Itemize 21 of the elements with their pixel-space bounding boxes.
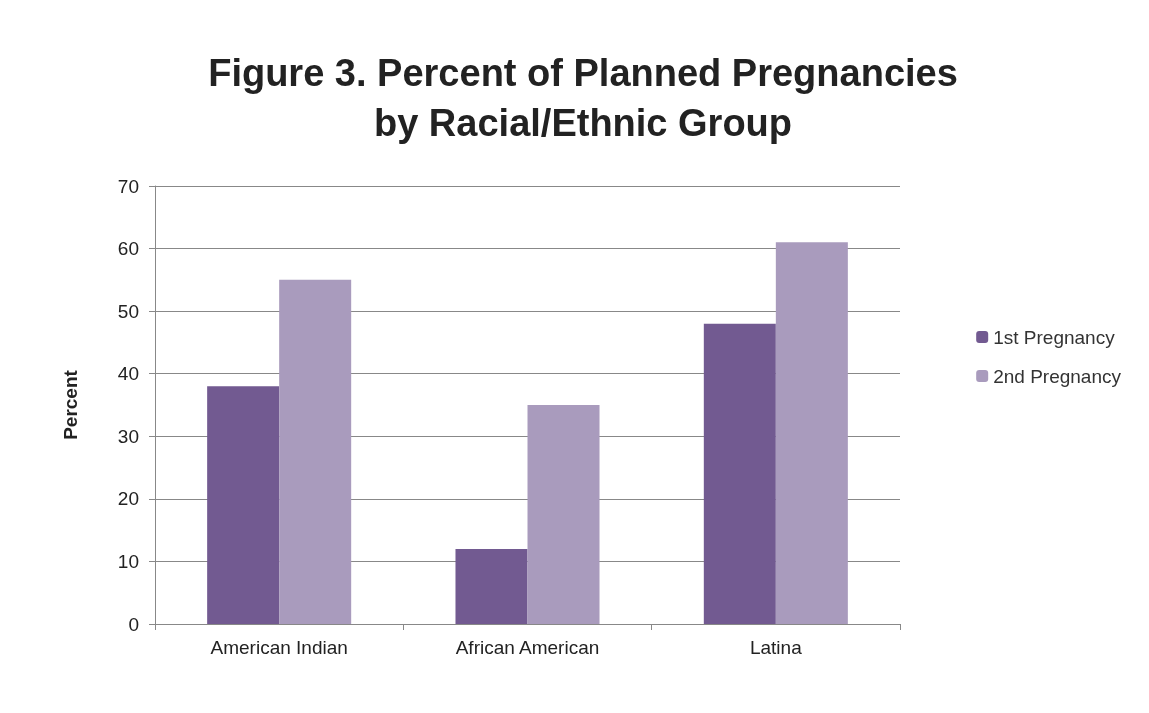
x-tick-label: African American bbox=[455, 637, 600, 658]
bar bbox=[455, 548, 528, 624]
bar bbox=[703, 323, 776, 624]
y-tick-label: 20 bbox=[117, 488, 139, 510]
x-tick-label: Latina bbox=[749, 637, 803, 658]
chart-title: Figure 3. Percent of Planned Pregnancies by Racial/Ethnic Group bbox=[208, 52, 958, 144]
x-tick-label: American Indian bbox=[210, 637, 348, 658]
y-tick-label: 10 bbox=[117, 550, 139, 572]
y-tick-label: 70 bbox=[117, 175, 139, 197]
bar bbox=[527, 405, 600, 624]
y-tick-label: 50 bbox=[117, 300, 139, 322]
bar bbox=[207, 386, 280, 624]
legend-label: 1st Pregnancy bbox=[993, 326, 1116, 348]
legend-label: 2nd Pregnancy bbox=[993, 365, 1122, 387]
y-axis-title: Percent bbox=[60, 369, 81, 440]
y-tick-label: 40 bbox=[117, 363, 139, 385]
y-tick-label: 0 bbox=[128, 613, 139, 635]
y-tick-label: 30 bbox=[117, 425, 139, 447]
bar bbox=[775, 242, 848, 624]
bar bbox=[279, 279, 352, 624]
y-tick-label: 60 bbox=[117, 238, 139, 260]
